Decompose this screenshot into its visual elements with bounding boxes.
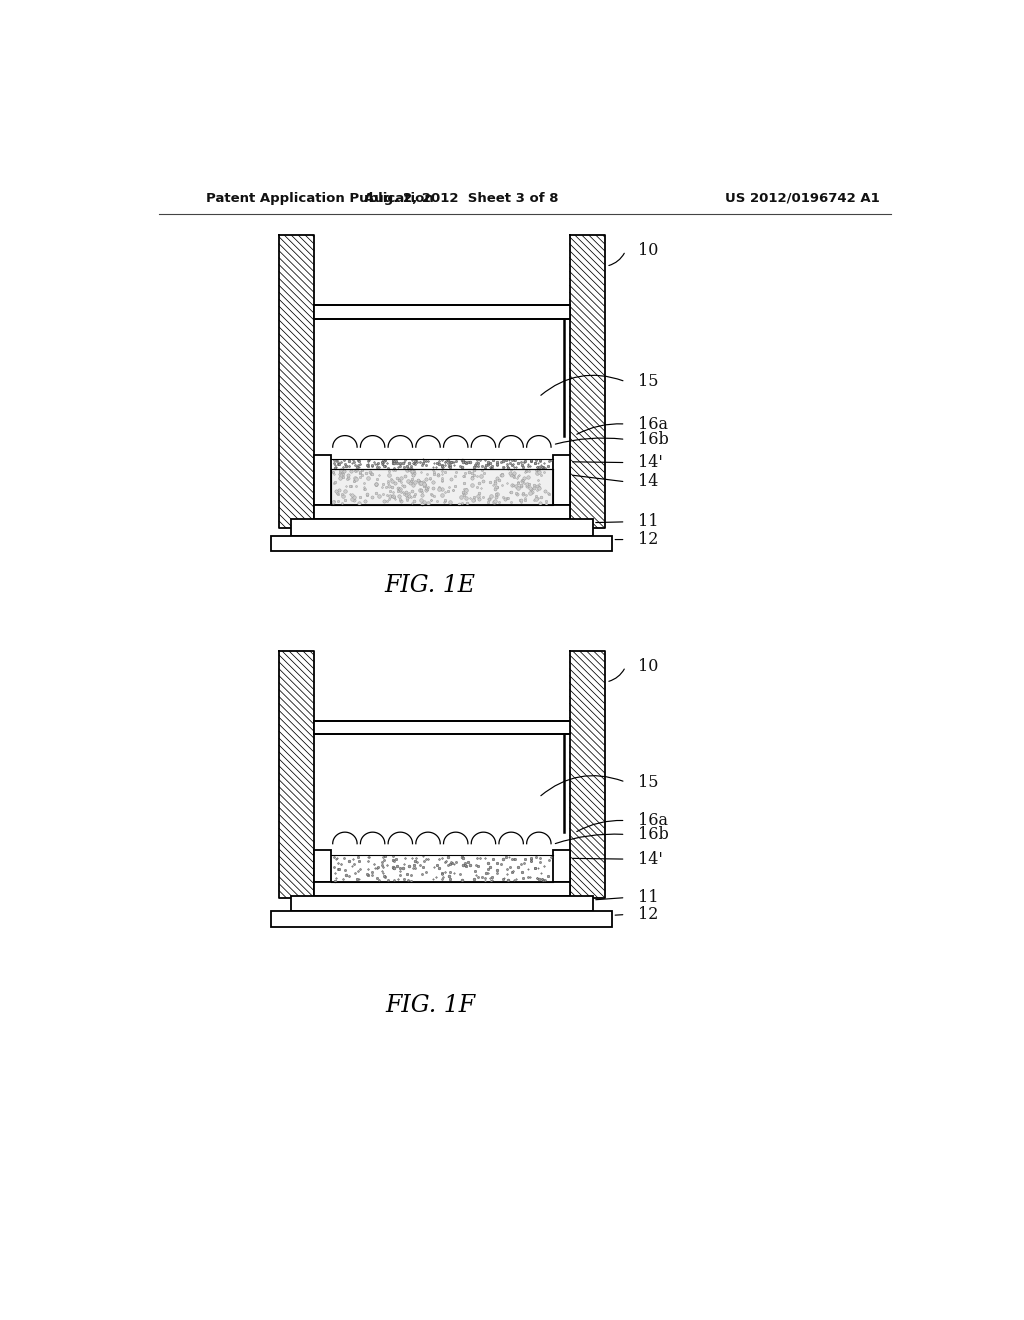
- Text: 14: 14: [638, 474, 658, 490]
- Text: 11: 11: [638, 890, 658, 906]
- Polygon shape: [331, 436, 553, 459]
- Text: 15: 15: [638, 374, 658, 391]
- Text: Patent Application Publication: Patent Application Publication: [206, 191, 433, 205]
- Text: Aug. 2, 2012  Sheet 3 of 8: Aug. 2, 2012 Sheet 3 of 8: [364, 191, 558, 205]
- Polygon shape: [280, 235, 314, 528]
- Polygon shape: [291, 896, 593, 911]
- Polygon shape: [314, 305, 569, 318]
- Polygon shape: [314, 882, 569, 896]
- Text: 16b: 16b: [638, 826, 669, 843]
- Polygon shape: [553, 850, 569, 882]
- Text: 12: 12: [638, 906, 658, 923]
- Text: 16a: 16a: [638, 416, 668, 433]
- Polygon shape: [271, 911, 612, 927]
- Polygon shape: [271, 536, 612, 552]
- Polygon shape: [331, 832, 553, 855]
- Polygon shape: [331, 855, 553, 882]
- Polygon shape: [314, 721, 569, 734]
- Polygon shape: [569, 235, 604, 528]
- Text: FIG. 1F: FIG. 1F: [385, 994, 475, 1016]
- Text: 11: 11: [638, 513, 658, 531]
- Polygon shape: [314, 455, 331, 506]
- Text: 16a: 16a: [638, 812, 668, 829]
- Text: 12: 12: [638, 531, 658, 548]
- Text: 10: 10: [638, 659, 658, 675]
- Polygon shape: [331, 469, 553, 506]
- Text: FIG. 1E: FIG. 1E: [385, 574, 476, 597]
- Text: 15: 15: [638, 774, 658, 791]
- Polygon shape: [553, 455, 569, 506]
- Text: 14': 14': [638, 850, 663, 867]
- Text: US 2012/0196742 A1: US 2012/0196742 A1: [725, 191, 880, 205]
- Text: 10: 10: [638, 243, 658, 259]
- Text: 14': 14': [638, 454, 663, 471]
- Polygon shape: [280, 651, 314, 898]
- Polygon shape: [314, 506, 569, 519]
- Polygon shape: [314, 850, 331, 882]
- Text: 16b: 16b: [638, 430, 669, 447]
- Polygon shape: [569, 651, 604, 898]
- Polygon shape: [331, 459, 553, 469]
- Polygon shape: [291, 519, 593, 536]
